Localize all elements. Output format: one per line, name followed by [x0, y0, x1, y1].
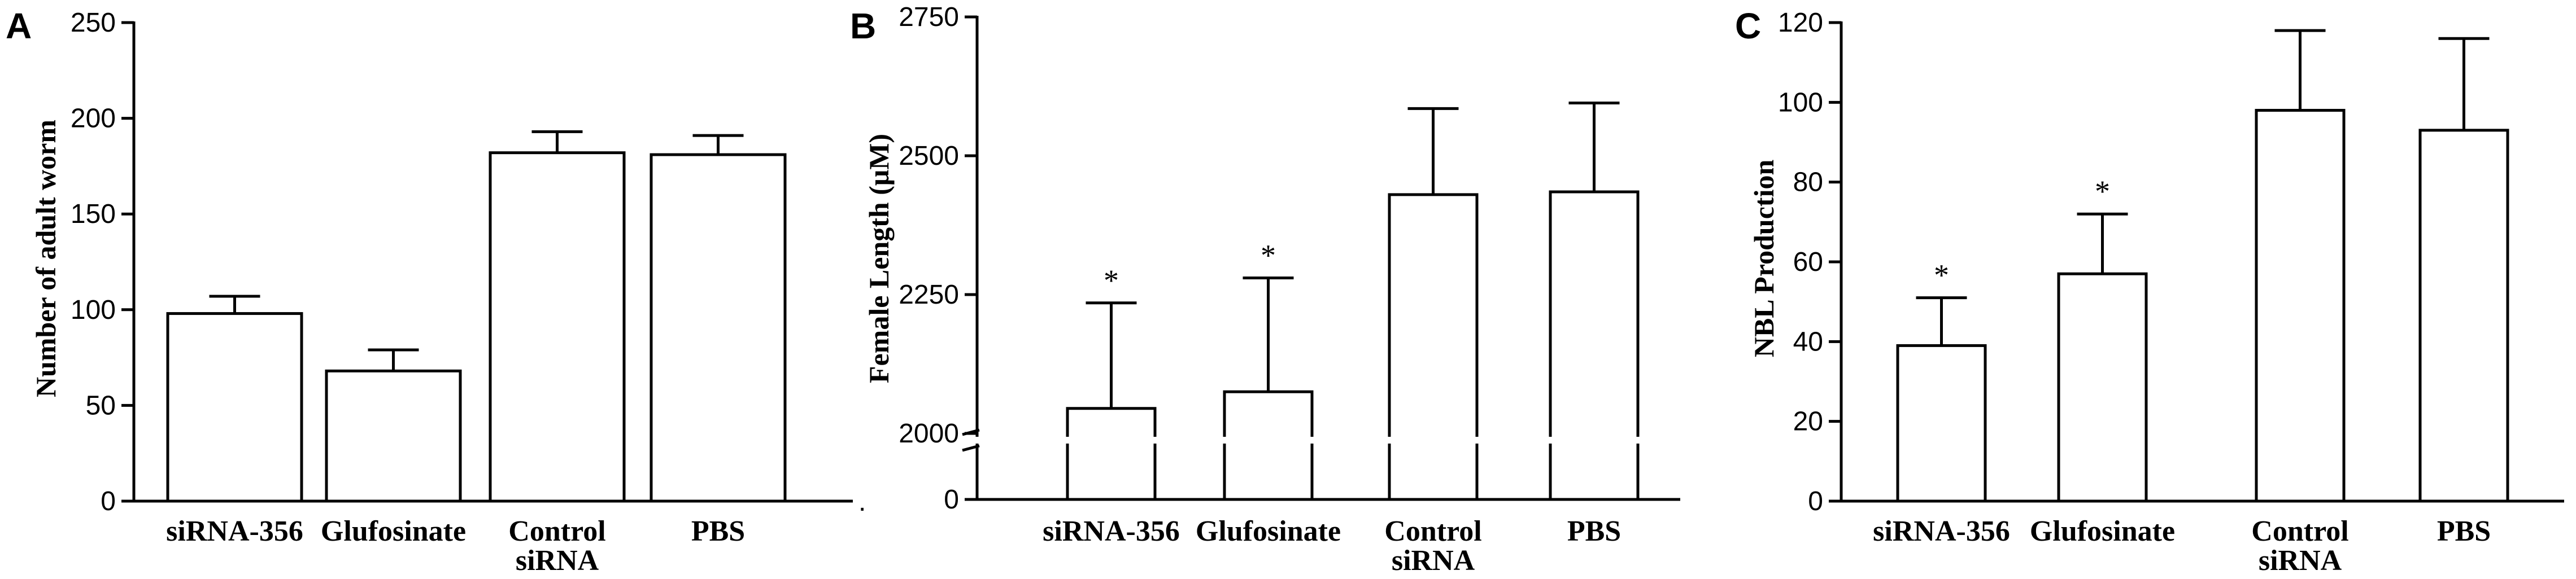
y-axis-label-a: Number of adult worm: [30, 120, 62, 397]
y-tick-label-c-2: 40: [1793, 327, 1823, 357]
significance-mark-c-0: *: [1934, 258, 1949, 292]
y-tick-label-a-1: 50: [86, 391, 116, 420]
panel-a: A Number of adult worm . 0 50 100 150 200 250…: [6, 6, 866, 577]
axis-break-mark-bottom-b: [962, 444, 980, 452]
bar-b-2: [1388, 193, 1479, 501]
y-tick-label-b-2: 2250: [899, 280, 959, 310]
bar-c-3: [2418, 129, 2509, 503]
y-tick-label-b-3: 2500: [899, 141, 959, 171]
x-tick-label-c-3: PBS: [2437, 515, 2491, 547]
significance-mark-b-1: *: [1261, 238, 1276, 272]
bar-b-0: [1066, 407, 1157, 501]
x-tick-label-a-2: Control siRNA: [508, 515, 605, 577]
x-tick-label-a-0: siRNA-356: [166, 515, 303, 547]
panel-letter-c: C: [1735, 6, 1761, 46]
bar-c-1: [2057, 272, 2148, 503]
x-tick-label-b-0: siRNA-356: [1043, 515, 1180, 547]
bar-b-1: [1223, 390, 1314, 501]
y-tick-label-c-3: 60: [1793, 247, 1823, 277]
x-tick-label-c-1: Glufosinate: [2030, 515, 2175, 547]
y-tick-label-b-1: 2000: [899, 419, 959, 449]
y-tick-label-c-6: 120: [1778, 8, 1823, 38]
y-tick-label-a-0: 0: [101, 486, 116, 516]
x-tick-label-a-3: PBS: [691, 515, 745, 547]
panel-letter-b: B: [850, 6, 876, 46]
bar-a-0: [166, 312, 303, 503]
bar-a-3: [650, 153, 787, 503]
y-tick-label-c-4: 80: [1793, 168, 1823, 198]
x-tick-label-c-0: siRNA-356: [1873, 515, 2010, 547]
y-tick-label-a-3: 150: [71, 199, 116, 229]
panel-letter-a: A: [6, 6, 32, 46]
y-tick-label-c-5: 100: [1778, 87, 1823, 117]
bar-c-2: [2255, 108, 2346, 503]
bar-a-2: [489, 151, 626, 503]
significance-mark-b-0: *: [1104, 264, 1119, 297]
y-tick-label-a-4: 200: [71, 104, 116, 134]
bar-b-3: [1549, 190, 1640, 501]
y-axis-label-c: NBL Production: [1748, 160, 1780, 358]
axis-break-mark-top-b: [962, 428, 980, 436]
x-tick-label-a-1: Glufosinate: [321, 515, 466, 547]
y-tick-label-c-1: 20: [1793, 407, 1823, 437]
y-tick-label-c-0: 0: [1808, 486, 1823, 516]
panel-c: C NBL Production 0 20 40 60 80 100 120 * siRNA-3…: [1735, 6, 2564, 577]
y-tick-label-b-0: 0: [944, 485, 959, 515]
x-tick-label-b-1: Glufosinate: [1196, 515, 1341, 547]
bar-a-1: [325, 369, 462, 503]
y-axis-label-b: Female Length (μM): [863, 134, 895, 383]
x-tick-label-c-2: Control siRNA: [2251, 515, 2348, 577]
y-tick-label-b-4: 2750: [899, 2, 959, 32]
significance-mark-c-1: *: [2095, 174, 2110, 208]
panel-b: B Female Length (μM) 0 2000 2250 2500 2750 * s…: [850, 2, 1680, 577]
stray-mark-a: .: [858, 487, 866, 517]
x-tick-label-b-3: PBS: [1567, 515, 1621, 547]
y-tick-label-a-5: 250: [71, 8, 116, 38]
x-tick-label-b-2: Control siRNA: [1384, 515, 1481, 577]
y-tick-label-a-2: 100: [71, 295, 116, 325]
bar-c-0: [1896, 344, 1987, 503]
